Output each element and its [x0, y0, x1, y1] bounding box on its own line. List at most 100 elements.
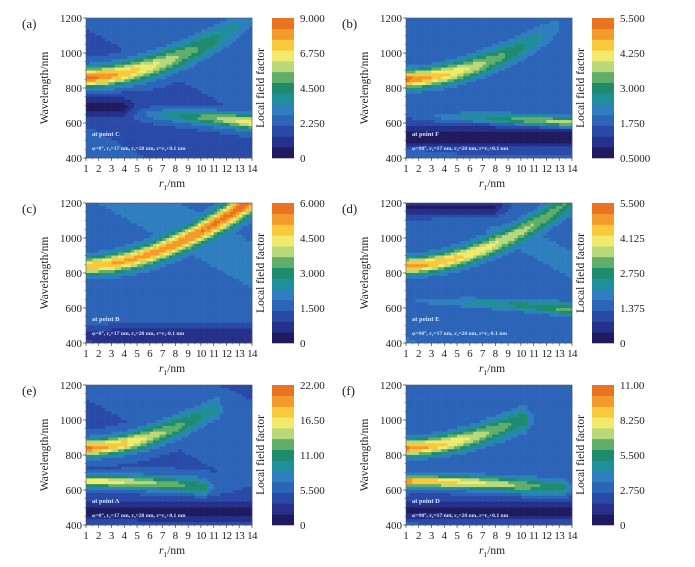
heatmap-cell — [130, 67, 135, 71]
heatmap-cell — [514, 53, 519, 57]
heatmap-cell — [242, 47, 246, 51]
heatmap-cell — [140, 99, 144, 103]
heatmap-cell — [213, 134, 218, 138]
heatmap-cell — [533, 128, 538, 133]
heatmap-cell — [492, 41, 496, 45]
heatmap-cell — [248, 120, 253, 124]
heatmap-cell — [492, 79, 496, 83]
heatmap-cell — [409, 131, 413, 135]
heatmap-cell — [169, 134, 173, 138]
heatmap-cell — [441, 82, 445, 86]
heatmap-cell — [226, 26, 230, 30]
heatmap-cell — [188, 131, 192, 135]
heatmap-cell — [501, 143, 506, 147]
heatmap-cell — [444, 134, 448, 138]
heatmap-cell — [406, 120, 410, 124]
heatmap-cell — [527, 128, 531, 133]
heatmap-cell — [194, 149, 199, 153]
heatmap-cell — [89, 79, 93, 83]
heatmap-cell — [200, 70, 205, 74]
heatmap-cell — [124, 44, 128, 48]
heatmap-cell — [101, 152, 106, 156]
heatmap-cell — [504, 99, 509, 103]
heatmap-cell — [441, 70, 445, 74]
heatmap-cell — [210, 128, 214, 133]
heatmap-cell — [562, 44, 566, 48]
heatmap-cell — [200, 73, 205, 77]
heatmap-cell — [156, 143, 160, 147]
heatmap-cell — [508, 114, 512, 118]
heatmap-cell — [431, 85, 436, 89]
heatmap-cell — [239, 108, 243, 112]
heatmap-cell — [536, 90, 541, 95]
heatmap-cell — [117, 55, 122, 60]
heatmap-cell — [536, 35, 541, 39]
heatmap-cell — [460, 149, 464, 153]
heatmap-cell — [482, 50, 487, 54]
heatmap-cell — [146, 111, 151, 115]
heatmap-cell — [463, 61, 467, 65]
heatmap-cell — [428, 70, 432, 74]
x-tick-label: 6 — [147, 163, 153, 175]
heatmap-cell — [530, 44, 534, 48]
heatmap-cell — [549, 76, 554, 80]
heatmap-cell — [527, 53, 531, 57]
heatmap-cell — [178, 70, 183, 74]
heatmap-cell — [229, 41, 234, 45]
heatmap-cell — [236, 35, 240, 39]
heatmap-cell — [114, 67, 119, 71]
heatmap-cell — [105, 20, 109, 25]
heatmap-cell — [460, 29, 464, 33]
heatmap-cell — [98, 96, 103, 100]
heatmap-cell — [524, 143, 528, 147]
heatmap-cell — [441, 149, 445, 153]
heatmap-cell — [159, 35, 163, 39]
heatmap-cell — [210, 50, 214, 54]
heatmap-cell — [527, 131, 531, 135]
heatmap-cell — [178, 99, 183, 103]
heatmap-cell — [162, 61, 167, 65]
heatmap-cell — [450, 73, 455, 77]
heatmap-cell — [140, 85, 144, 89]
heatmap-cell — [130, 155, 135, 159]
heatmap-cell — [517, 137, 522, 141]
heatmap-cell — [121, 117, 125, 121]
heatmap-cell — [172, 38, 176, 42]
heatmap-cell — [469, 117, 474, 121]
heatmap-cell — [463, 26, 467, 30]
heatmap-cell — [495, 18, 499, 22]
heatmap-cell — [549, 23, 554, 28]
heatmap-cell — [117, 137, 122, 141]
heatmap-cell — [482, 79, 487, 83]
heatmap-cell — [444, 152, 448, 156]
heatmap-cell — [127, 146, 131, 150]
heatmap-cell — [239, 140, 243, 144]
heatmap-cell — [143, 120, 147, 124]
heatmap-cell — [559, 105, 563, 109]
heatmap-cell — [476, 152, 480, 156]
heatmap-cell — [213, 131, 218, 135]
heatmap-cell — [159, 120, 163, 124]
colorbar-segment — [272, 111, 294, 116]
heatmap-cell — [469, 35, 474, 39]
heatmap-cell — [95, 134, 100, 138]
heatmap-cell — [492, 50, 496, 54]
heatmap-cell — [540, 79, 544, 83]
heatmap-cell — [232, 53, 237, 57]
heatmap-cell — [108, 20, 112, 25]
heatmap-cell — [207, 128, 211, 133]
heatmap-cell — [428, 85, 432, 89]
heatmap-cell — [485, 88, 490, 92]
heatmap-cell — [153, 105, 157, 109]
heatmap-cell — [156, 64, 160, 68]
heatmap-cell — [245, 53, 250, 57]
heatmap-cell — [124, 137, 128, 141]
heatmap-cell — [149, 23, 154, 28]
heatmap-cell — [101, 93, 106, 98]
heatmap-cell — [220, 41, 224, 45]
heatmap-cell — [207, 26, 211, 30]
heatmap-cell — [159, 125, 163, 130]
heatmap-cell — [86, 96, 90, 100]
heatmap-cell — [220, 50, 224, 54]
heatmap-cell — [552, 146, 557, 150]
